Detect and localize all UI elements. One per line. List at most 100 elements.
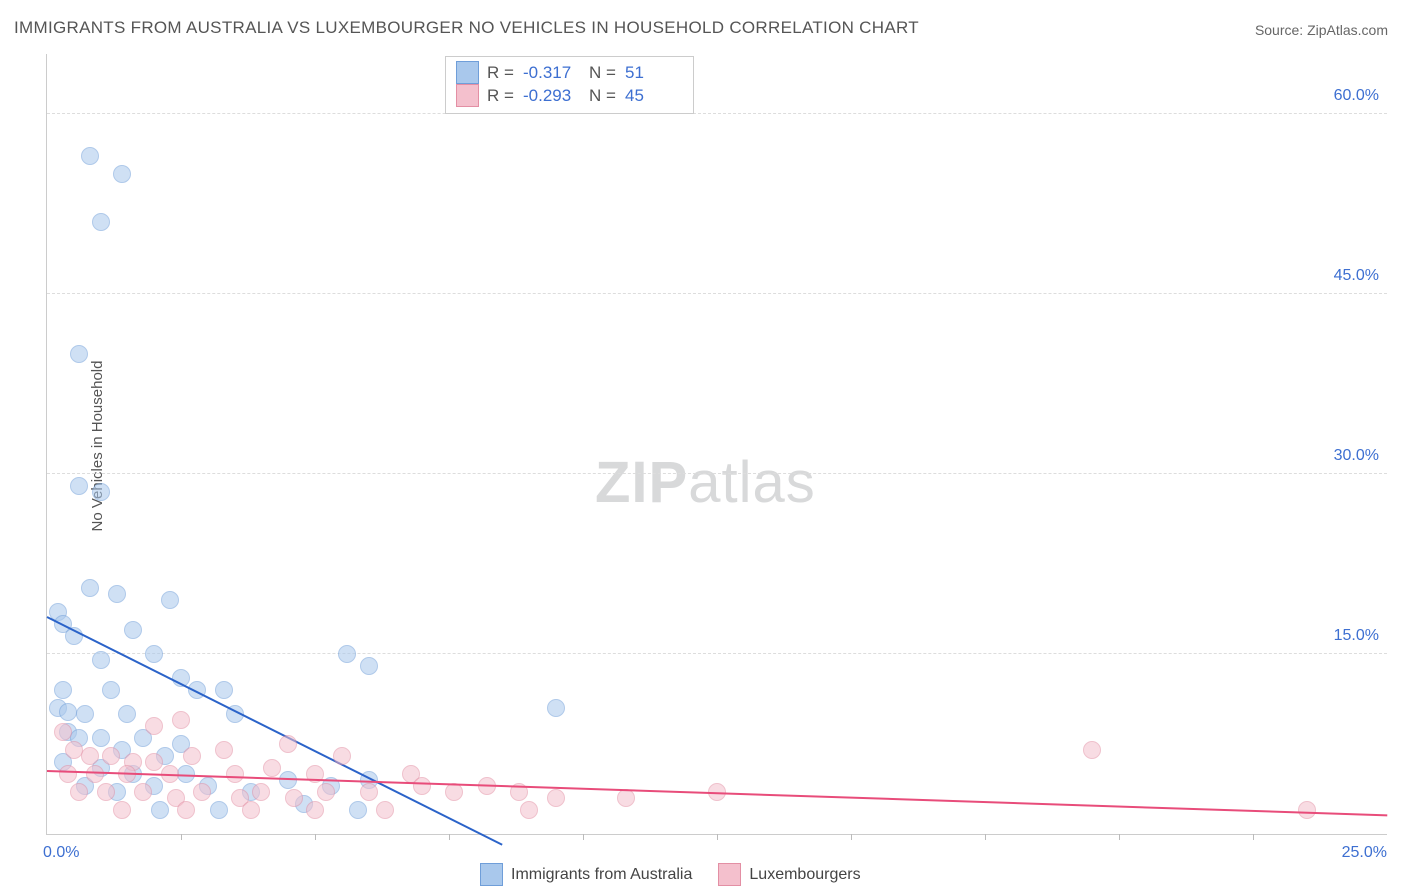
r-value: -0.293	[523, 86, 581, 106]
scatter-point	[183, 747, 201, 765]
x-tick-mark	[1253, 834, 1254, 840]
scatter-point	[285, 789, 303, 807]
scatter-point	[413, 777, 431, 795]
scatter-point	[376, 801, 394, 819]
scatter-point	[76, 705, 94, 723]
scatter-point	[161, 591, 179, 609]
scatter-point	[226, 765, 244, 783]
y-tick-label: 30.0%	[1334, 447, 1379, 465]
scatter-point	[118, 705, 136, 723]
scatter-point	[70, 345, 88, 363]
x-tick-mark	[1119, 834, 1120, 840]
source-prefix: Source:	[1255, 22, 1307, 38]
n-value: 51	[625, 63, 683, 83]
scatter-point	[338, 645, 356, 663]
scatter-point	[242, 801, 260, 819]
scatter-point	[70, 783, 88, 801]
scatter-point	[92, 213, 110, 231]
legend-swatch	[456, 61, 479, 84]
legend-swatch	[480, 863, 503, 886]
scatter-point	[1298, 801, 1316, 819]
scatter-point	[360, 657, 378, 675]
n-value: 45	[625, 86, 683, 106]
scatter-point	[70, 477, 88, 495]
y-tick-label: 15.0%	[1334, 627, 1379, 645]
scatter-point	[59, 765, 77, 783]
legend-swatch	[718, 863, 741, 886]
scatter-point	[360, 783, 378, 801]
legend-item: Luxembourgers	[718, 863, 860, 886]
scatter-point	[279, 735, 297, 753]
scatter-point	[108, 585, 126, 603]
legend-label: Luxembourgers	[749, 866, 860, 884]
x-tick-mark	[985, 834, 986, 840]
scatter-point	[252, 783, 270, 801]
r-label: R =	[487, 86, 515, 106]
x-tick-mark	[851, 834, 852, 840]
correlation-stats-box: R = -0.317 N = 51R = -0.293 N = 45	[445, 56, 694, 114]
scatter-point	[547, 699, 565, 717]
scatter-plot-area: ZIPatlas 15.0%30.0%45.0%60.0%0.0%25.0%	[46, 54, 1387, 835]
scatter-point	[145, 645, 163, 663]
x-tick-mark	[315, 834, 316, 840]
scatter-point	[54, 681, 72, 699]
scatter-point	[151, 801, 169, 819]
watermark: ZIPatlas	[595, 449, 816, 516]
scatter-point	[102, 747, 120, 765]
scatter-point	[97, 783, 115, 801]
scatter-point	[124, 621, 142, 639]
watermark-bold: ZIP	[595, 450, 688, 515]
watermark-rest: atlas	[688, 450, 816, 515]
x-tick-mark	[449, 834, 450, 840]
source-name: ZipAtlas.com	[1307, 22, 1388, 38]
scatter-point	[92, 729, 110, 747]
scatter-point	[263, 759, 281, 777]
scatter-point	[210, 801, 228, 819]
scatter-point	[81, 147, 99, 165]
scatter-point	[113, 165, 131, 183]
scatter-point	[317, 783, 335, 801]
scatter-point	[81, 747, 99, 765]
scatter-point	[349, 801, 367, 819]
stats-row: R =-0.293N =45	[456, 84, 683, 107]
legend-item: Immigrants from Australia	[480, 863, 692, 886]
scatter-point	[92, 651, 110, 669]
scatter-point	[1083, 741, 1101, 759]
scatter-point	[520, 801, 538, 819]
scatter-point	[333, 747, 351, 765]
chart-title: IMMIGRANTS FROM AUSTRALIA VS LUXEMBOURGE…	[14, 18, 919, 38]
gridline	[47, 113, 1387, 114]
scatter-point	[81, 579, 99, 597]
gridline	[47, 653, 1387, 654]
scatter-point	[172, 711, 190, 729]
x-tick-origin: 0.0%	[43, 844, 79, 862]
scatter-point	[177, 801, 195, 819]
gridline	[47, 473, 1387, 474]
legend-swatch	[456, 84, 479, 107]
scatter-point	[86, 765, 104, 783]
r-value: -0.317	[523, 63, 581, 83]
scatter-point	[145, 717, 163, 735]
scatter-point	[215, 741, 233, 759]
source-attribution: Source: ZipAtlas.com	[1255, 22, 1388, 38]
scatter-point	[306, 801, 324, 819]
legend-label: Immigrants from Australia	[511, 866, 692, 884]
y-tick-label: 60.0%	[1334, 87, 1379, 105]
scatter-point	[54, 723, 72, 741]
stats-row: R = -0.317 N = 51	[456, 61, 683, 84]
gridline	[47, 293, 1387, 294]
y-tick-label: 45.0%	[1334, 267, 1379, 285]
scatter-point	[102, 681, 120, 699]
scatter-point	[134, 783, 152, 801]
legend: Immigrants from Australia Luxembourgers	[480, 863, 861, 886]
scatter-point	[145, 753, 163, 771]
x-tick-mark	[583, 834, 584, 840]
r-label: R =	[487, 63, 515, 83]
scatter-point	[215, 681, 233, 699]
scatter-point	[547, 789, 565, 807]
scatter-point	[617, 789, 635, 807]
n-label: N =	[589, 63, 617, 83]
x-tick-mark	[717, 834, 718, 840]
scatter-point	[92, 483, 110, 501]
x-tick-mark	[181, 834, 182, 840]
